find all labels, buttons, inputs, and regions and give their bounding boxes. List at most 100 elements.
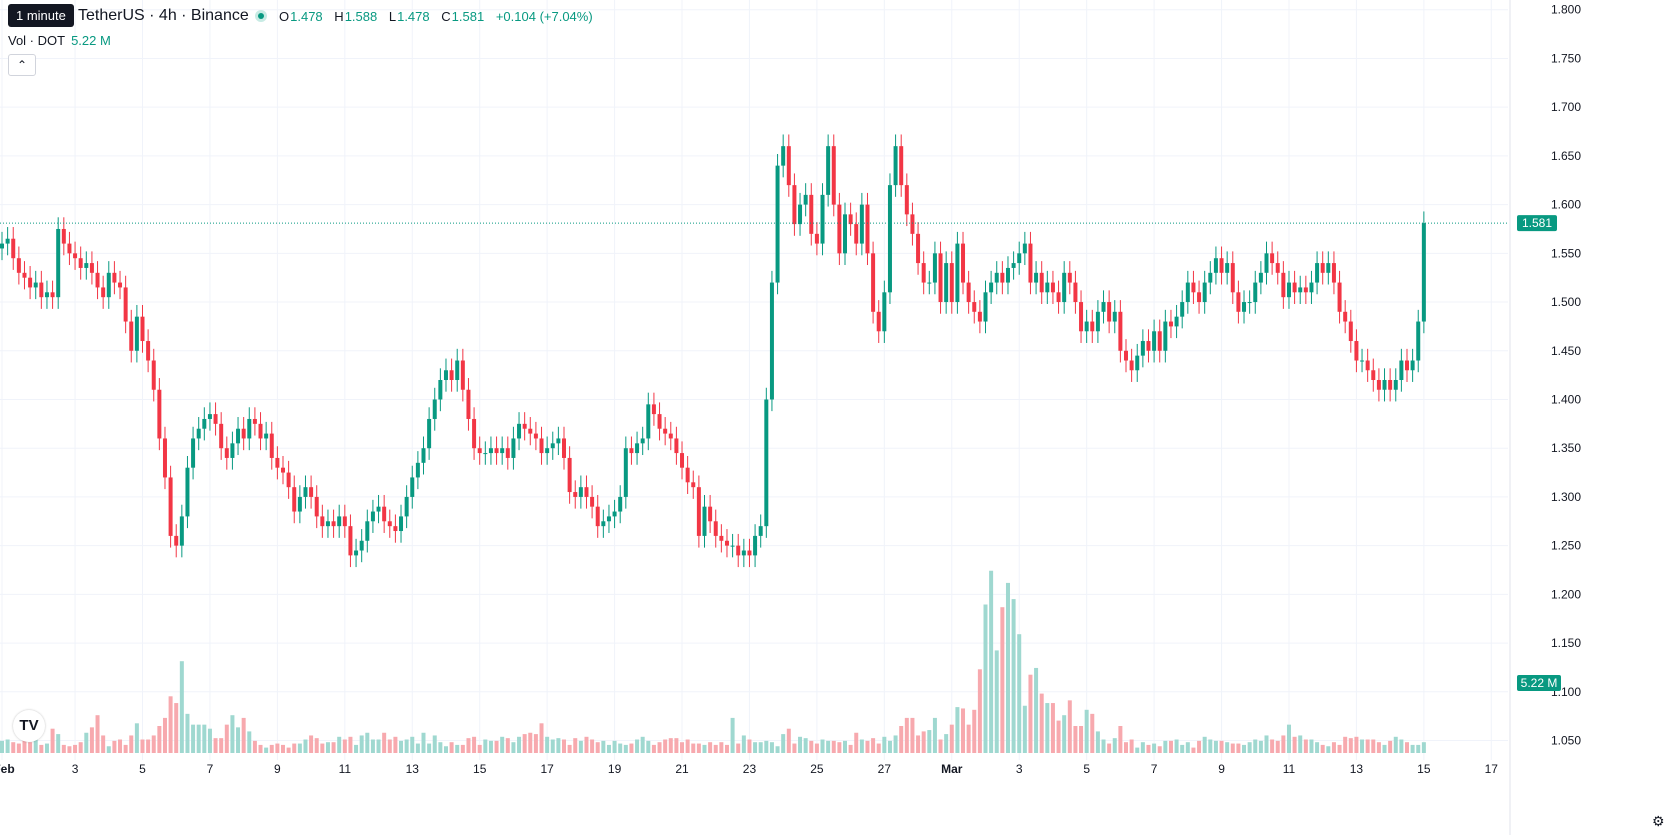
- volume-bar: [955, 707, 960, 753]
- candle-body: [466, 389, 471, 419]
- candle-body: [325, 521, 330, 527]
- candle-body: [887, 185, 892, 293]
- volume-bar: [854, 732, 859, 753]
- volume-bar: [1230, 743, 1235, 753]
- volume-bar: [820, 739, 825, 753]
- price-tick-label: 1.150: [1551, 636, 1581, 650]
- candle-body: [1152, 331, 1157, 351]
- volume-bar: [359, 735, 364, 753]
- volume-bar: [140, 739, 145, 753]
- volume-bar: [162, 717, 167, 753]
- volume-bar: [191, 724, 196, 753]
- time-tick-label: 11: [1283, 762, 1296, 776]
- symbol-title[interactable]: TetherUS · 4h · Binance: [78, 7, 249, 24]
- volume-bar: [247, 731, 252, 753]
- price-tick-label: 1.250: [1551, 539, 1581, 553]
- candle-body: [387, 521, 392, 527]
- candle-body: [809, 194, 814, 234]
- close-value: 1.581: [451, 9, 485, 24]
- volume-bar: [533, 734, 538, 753]
- volume-bar: [1309, 739, 1314, 753]
- volume-bar: [601, 740, 606, 753]
- volume-bar: [584, 736, 589, 753]
- volume-bar: [949, 724, 954, 753]
- candle-body: [1376, 380, 1381, 390]
- volume-bar: [1242, 744, 1247, 753]
- volume-bar: [848, 744, 853, 753]
- volume-bar: [455, 744, 460, 753]
- volume-bar: [595, 742, 600, 753]
- candle-body: [994, 272, 999, 283]
- volume-bar: [932, 717, 937, 753]
- volume-bar: [275, 743, 280, 753]
- volume-bar: [112, 740, 117, 753]
- candle-body: [865, 204, 870, 254]
- candle-body: [843, 214, 847, 254]
- volume-bar: [1416, 744, 1421, 753]
- candle-body: [264, 433, 269, 439]
- volume-bar: [129, 735, 134, 753]
- volume-bar: [983, 604, 988, 753]
- gear-icon[interactable]: ⚙: [1652, 813, 1665, 829]
- price-tick-label: 1.600: [1551, 198, 1581, 212]
- candle-body: [477, 448, 482, 454]
- volume-bar: [966, 724, 971, 753]
- candle-body: [28, 277, 33, 288]
- volume-bar: [871, 738, 876, 753]
- volume-bar: [196, 724, 201, 753]
- volume-bar: [1180, 744, 1185, 753]
- volume-bar: [1000, 607, 1005, 753]
- volume-bar: [472, 736, 477, 753]
- candle-body: [342, 516, 347, 527]
- volume-bars: [0, 570, 1426, 753]
- candle-body: [89, 263, 94, 273]
- candle-body: [938, 253, 943, 303]
- volume-bar: [365, 732, 370, 753]
- volume-bar: [1135, 747, 1140, 753]
- candle-body: [1112, 311, 1117, 322]
- volume-bar: [1410, 744, 1415, 753]
- candle-body: [191, 438, 196, 468]
- volume-bar: [320, 743, 325, 753]
- price-tick-label: 1.400: [1551, 392, 1581, 406]
- candle-body: [635, 443, 640, 454]
- candle-body: [578, 487, 583, 497]
- time-tick-label: 21: [675, 762, 689, 776]
- volume-bar: [814, 743, 819, 753]
- volume-bar: [1399, 739, 1404, 753]
- time-tick-label: 27: [878, 762, 892, 776]
- collapse-legend-button[interactable]: ⌃: [8, 54, 36, 76]
- candle-body: [1017, 253, 1022, 264]
- candle-body: [1095, 311, 1100, 332]
- candle-body: [22, 272, 27, 278]
- candle-body: [961, 243, 966, 283]
- volume-bar: [213, 738, 218, 753]
- candle-body: [517, 423, 522, 439]
- volume-bar: [1152, 743, 1157, 753]
- price-tick-label: 1.050: [1551, 734, 1581, 748]
- candle-body: [837, 204, 842, 254]
- volume-bar: [427, 743, 432, 753]
- candle-body: [1286, 282, 1291, 298]
- volume-bar: [1253, 739, 1258, 753]
- volume-bar: [399, 740, 404, 753]
- candle-body: [207, 414, 212, 419]
- candle-body: [410, 477, 415, 497]
- candle-body: [1185, 282, 1190, 303]
- volume-bar: [1348, 738, 1353, 753]
- volume-legend[interactable]: Vol · DOT 5.22 M: [8, 33, 111, 48]
- tradingview-logo-icon[interactable]: TV: [13, 710, 45, 742]
- candle-body: [11, 238, 16, 259]
- candle-body: [955, 243, 960, 303]
- volume-bar: [702, 744, 707, 753]
- volume-bar: [1140, 742, 1145, 753]
- volume-bar: [668, 738, 673, 753]
- volume-bar: [972, 709, 977, 753]
- volume-bar: [1062, 715, 1067, 753]
- candle-body: [500, 448, 505, 454]
- volume-bar: [230, 715, 235, 753]
- candle-body: [1022, 243, 1027, 254]
- candle-body: [1320, 263, 1325, 273]
- volume-bar: [1118, 726, 1123, 753]
